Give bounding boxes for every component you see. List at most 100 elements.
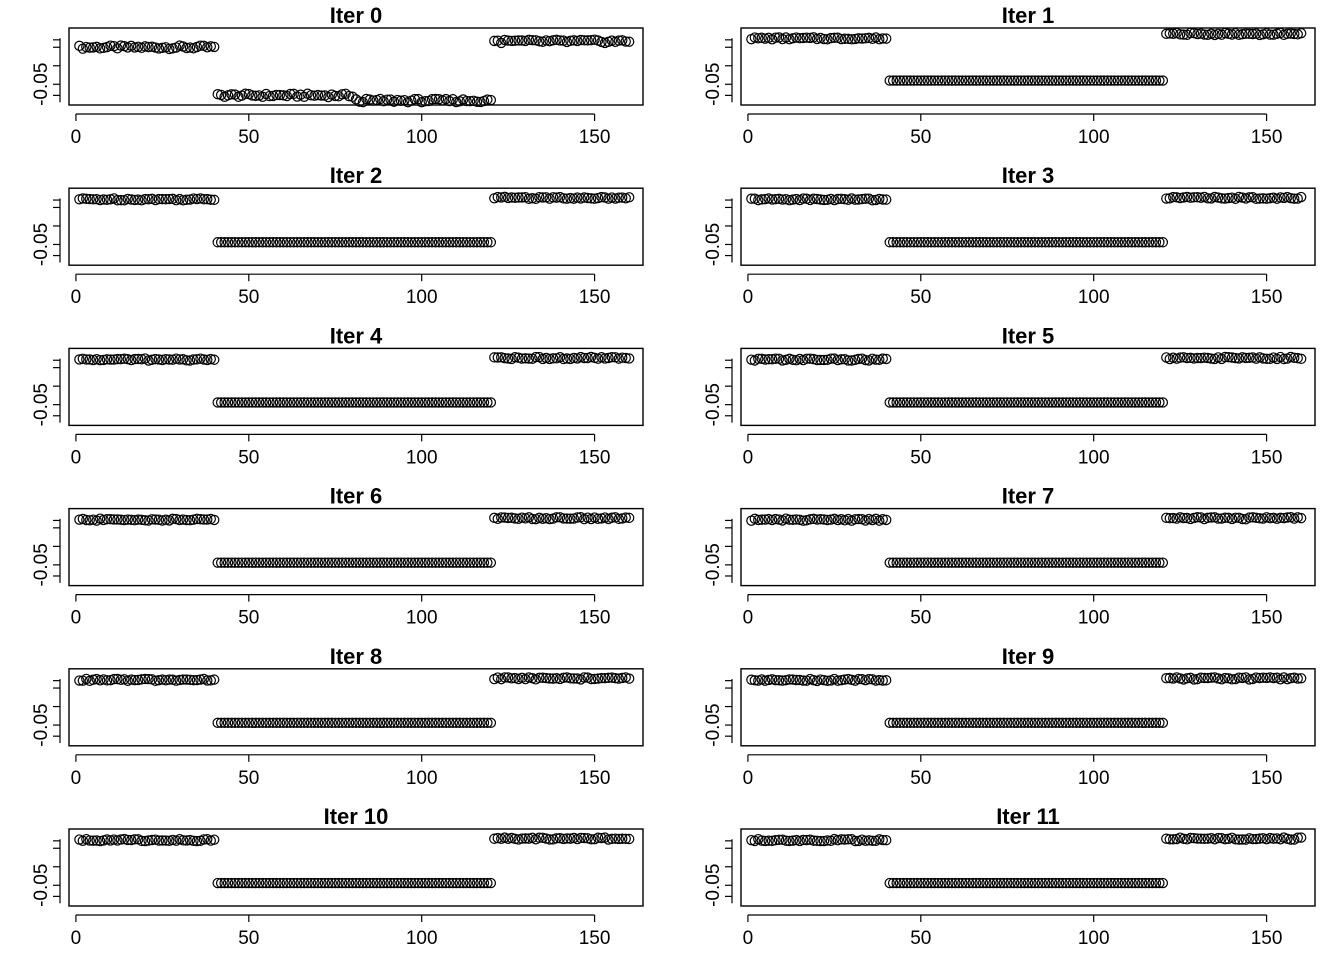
data-point xyxy=(1244,512,1255,523)
y-tick-label: -0.05 xyxy=(31,703,52,746)
data-point xyxy=(1102,75,1113,86)
panel-title: Iter 11 xyxy=(996,804,1060,829)
data-point xyxy=(74,354,85,365)
x-tick-label: 150 xyxy=(1251,287,1283,308)
data-point xyxy=(908,557,920,568)
data-point xyxy=(454,877,465,889)
data-point xyxy=(153,193,165,205)
data-point xyxy=(416,717,427,729)
data-point xyxy=(108,514,120,525)
data-point xyxy=(1185,352,1196,364)
data-point xyxy=(288,397,299,408)
x-tick-label: 100 xyxy=(406,447,438,468)
data-point xyxy=(565,35,576,47)
data-point xyxy=(1047,557,1058,568)
data-point xyxy=(784,835,795,847)
data-point xyxy=(770,32,781,43)
data-point xyxy=(1123,397,1134,408)
data-point xyxy=(257,717,268,729)
data-point xyxy=(1188,512,1200,524)
data-point xyxy=(1278,353,1290,365)
data-point xyxy=(1088,75,1099,86)
data-point xyxy=(1026,237,1037,248)
data-point xyxy=(506,192,517,203)
x-tick-label: 100 xyxy=(406,928,438,949)
data-point xyxy=(1043,75,1054,86)
data-point xyxy=(974,75,985,86)
data-point xyxy=(977,717,989,729)
data-point xyxy=(88,674,99,685)
data-point xyxy=(416,557,427,568)
data-point xyxy=(188,674,199,686)
data-point xyxy=(530,351,542,363)
data-point xyxy=(309,397,320,408)
data-point xyxy=(1019,557,1030,568)
data-point xyxy=(960,397,971,408)
data-point xyxy=(877,675,888,686)
data-point xyxy=(378,397,389,408)
data-point xyxy=(1295,353,1307,365)
data-point xyxy=(209,354,220,365)
data-point xyxy=(953,397,965,408)
data-point xyxy=(794,33,805,44)
data-point xyxy=(285,237,296,248)
data-point xyxy=(915,237,927,248)
data-point xyxy=(423,557,434,568)
data-point xyxy=(188,193,199,204)
data-point xyxy=(357,96,369,108)
data-point xyxy=(808,674,819,686)
data-point xyxy=(1026,397,1037,408)
data-point xyxy=(1040,717,1051,729)
data-point xyxy=(565,513,576,524)
panel-iter-5: Iter 50 50 100 150-0.05 xyxy=(703,323,1316,468)
data-point xyxy=(787,835,799,846)
data-point xyxy=(1098,237,1110,248)
data-point xyxy=(222,717,234,729)
data-point xyxy=(1185,832,1196,844)
data-point xyxy=(464,397,476,408)
data-point xyxy=(1233,191,1245,203)
data-point xyxy=(502,512,514,524)
data-point xyxy=(271,397,282,408)
data-point xyxy=(516,192,528,203)
data-point xyxy=(815,835,826,847)
data-point xyxy=(1060,877,1072,889)
data-point xyxy=(746,193,757,204)
data-point xyxy=(1289,352,1300,364)
x-tick-label: 0 xyxy=(71,768,82,789)
data-point xyxy=(874,193,885,205)
data-point xyxy=(1005,557,1016,568)
data-point xyxy=(316,877,327,889)
data-point xyxy=(502,192,514,204)
data-point xyxy=(946,75,958,86)
data-point xyxy=(1157,75,1169,86)
data-point xyxy=(461,95,472,107)
data-point xyxy=(202,193,213,205)
data-point xyxy=(271,557,282,568)
data-point xyxy=(181,42,192,54)
data-point xyxy=(1029,557,1041,568)
data-point xyxy=(1015,717,1027,729)
data-point xyxy=(402,717,414,729)
data-point xyxy=(1123,237,1134,248)
data-point xyxy=(1005,237,1016,248)
data-point xyxy=(1275,192,1286,203)
data-point xyxy=(929,75,940,86)
data-point xyxy=(278,877,289,889)
data-point xyxy=(1216,193,1227,204)
x-tick-label: 0 xyxy=(743,768,754,789)
data-point xyxy=(544,834,555,845)
data-point xyxy=(901,717,913,729)
data-point xyxy=(1081,75,1092,86)
data-point xyxy=(898,717,909,729)
panel-title: Iter 1 xyxy=(1002,3,1055,28)
data-point xyxy=(1074,237,1086,248)
data-point xyxy=(1119,877,1131,889)
data-point xyxy=(527,513,538,525)
data-point xyxy=(98,354,109,366)
data-point xyxy=(281,877,293,889)
data-point xyxy=(419,557,431,568)
data-point xyxy=(1067,557,1079,568)
data-point xyxy=(1261,672,1272,684)
data-point xyxy=(939,877,951,889)
